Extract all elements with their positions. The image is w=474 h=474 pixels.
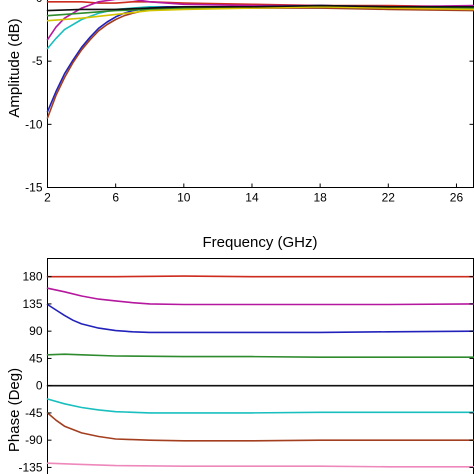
phase-y-axis-label: Phase (Deg) <box>6 368 23 452</box>
phase-series-line-6 <box>46 398 474 414</box>
amplitude-x-tick-label-4: 14 <box>245 191 259 205</box>
amplitude-plot-area <box>47 0 474 188</box>
phase-y-tick-label-3: 90 <box>29 324 43 338</box>
amplitude-y-tick-label-1: 0 <box>36 0 43 5</box>
amplitude-y-axis-label: Amplitude (dB) <box>6 18 23 117</box>
amplitude-y-ticks: 0 -5 -10 -15 <box>25 0 474 195</box>
phase-series-group <box>46 275 474 468</box>
amplitude-y-tick-label-2: -5 <box>32 54 43 68</box>
phase-series-line-4 <box>46 353 474 359</box>
amplitude-series-line-7 <box>46 6 474 22</box>
phase-y-tick-label-7: -90 <box>25 433 43 447</box>
phase-y-tick-label-1: 180 <box>22 270 42 284</box>
amplitude-x-tick-label-5: 18 <box>313 191 327 205</box>
amplitude-x-tick-label-7: 26 <box>450 191 464 205</box>
amplitude-x-tick-label-2: 6 <box>112 191 119 205</box>
phase-y-tick-label-6: -45 <box>25 406 43 420</box>
phase-series-line-8 <box>46 462 474 468</box>
phase-plot-area <box>47 258 474 474</box>
amplitude-series-group <box>46 0 474 119</box>
phase-series-line-3 <box>46 303 474 334</box>
amplitude-x-tick-label-3: 10 <box>177 191 191 205</box>
amplitude-y-tick-label-4: -15 <box>25 181 43 195</box>
amplitude-series-line-8 <box>46 4 474 12</box>
phase-y-tick-label-4: 45 <box>29 351 43 365</box>
phase-chart: 180 135 90 45 0 -45 -90 -135 Phase (Deg) <box>6 258 474 474</box>
amplitude-x-tick-label-6: 22 <box>382 191 396 205</box>
phase-y-tick-label-8: -135 <box>18 460 42 474</box>
amplitude-y-tick-label-3: -10 <box>25 117 43 131</box>
amplitude-x-tick-label-1: 2 <box>44 191 51 205</box>
phase-y-tick-label-5: 0 <box>36 379 43 393</box>
phase-y-ticks: 180 135 90 45 0 -45 -90 -135 <box>18 270 474 474</box>
amplitude-x-ticks: 2 6 10 14 18 22 26 <box>44 183 464 205</box>
phase-series-line-7 <box>46 412 474 442</box>
phase-series-line-2 <box>46 287 474 306</box>
phase-y-tick-label-2: 135 <box>22 297 42 311</box>
phase-series-line-1 <box>46 275 474 278</box>
amplitude-x-axis-label: Frequency (GHz) <box>202 234 317 251</box>
